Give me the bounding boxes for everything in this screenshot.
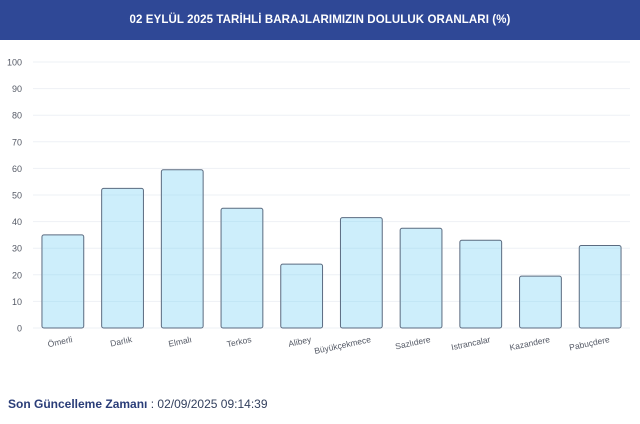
bar-alibey[interactable] — [280, 263, 324, 329]
y-tick-label: 40 — [12, 217, 22, 227]
bars-layer — [41, 169, 622, 329]
y-tick-label: 50 — [12, 191, 22, 201]
x-tick-label: Ömerli — [47, 334, 74, 349]
x-tick-label: Istrancalar — [450, 334, 491, 352]
x-tick-label: Terkos — [226, 334, 253, 349]
x-tick-label: Alibey — [287, 334, 312, 349]
last-update: Son Güncelleme Zamanı : 02/09/2025 09:14… — [8, 397, 268, 411]
y-tick-label: 90 — [12, 84, 22, 94]
y-tick-label: 70 — [12, 137, 22, 147]
dam-fill-bar-chart: 0 10 20 30 40 50 60 70 80 90 100 Ömerli Darlık Elmal… — [7, 58, 630, 356]
bar-terkos[interactable] — [220, 207, 264, 329]
y-tick-label: 10 — [12, 297, 22, 307]
bar-kazandere[interactable] — [519, 275, 562, 329]
x-tick-label: Pabuçdere — [568, 334, 611, 352]
x-tick-label: Büyükçekmece — [313, 334, 372, 356]
bar-pabuçdere[interactable] — [578, 245, 622, 329]
last-update-separator: : — [147, 397, 158, 411]
y-tick-label: 80 — [12, 111, 22, 121]
x-axis-ticks: Ömerli Darlık Elmalı Terkos Alibey Büyükçekme… — [47, 334, 611, 356]
x-tick-label: Darlık — [109, 334, 134, 349]
y-axis-ticks: 0 10 20 30 40 50 60 70 80 90 100 — [7, 58, 22, 334]
chart-header: 02 EYLÜL 2025 TARİHLİ BARAJLARIMIZIN DOL… — [0, 0, 640, 40]
y-tick-label: 0 — [17, 324, 22, 334]
bar-büyükçekmece[interactable] — [339, 217, 383, 329]
x-tick-label: Sazlıdere — [394, 334, 431, 351]
y-tick-label: 20 — [12, 270, 22, 280]
y-tick-label: 100 — [7, 58, 22, 68]
bar-istrancalar[interactable] — [459, 239, 503, 329]
y-tick-label: 60 — [12, 164, 22, 174]
bar-sazlıdere[interactable] — [399, 227, 443, 329]
last-update-value: 02/09/2025 09:14:39 — [157, 397, 268, 411]
bar-elmalı[interactable] — [160, 169, 204, 329]
x-tick-label: Elmalı — [167, 334, 192, 349]
last-update-label: Son Güncelleme Zamanı — [8, 397, 148, 411]
bar-ömerli[interactable] — [41, 234, 85, 329]
bar-darlık[interactable] — [101, 187, 144, 329]
x-tick-label: Kazandere — [509, 334, 552, 352]
chart-title: 02 EYLÜL 2025 TARİHLİ BARAJLARIMIZIN DOL… — [129, 14, 511, 26]
y-tick-label: 30 — [12, 244, 22, 254]
